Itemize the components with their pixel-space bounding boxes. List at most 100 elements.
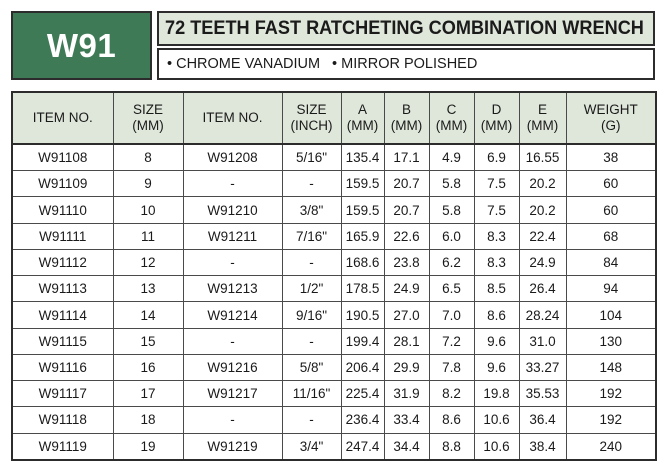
cell-dim-c: 6.2 [428, 248, 475, 277]
cell-dim-e: 16.55 [518, 143, 567, 172]
cell-dim-a: 206.4 [340, 353, 385, 382]
header-text: ITEM NO. [32, 110, 93, 125]
cell-size-mm: 17 [112, 380, 184, 408]
table-row: W91109 9- -159.5 20.7 5.8 7.5 20.2 60 [11, 170, 657, 198]
cell-dim-e: 26.4 [518, 275, 567, 303]
cell-size-mm: 11 [112, 222, 184, 250]
header-text: (MM) [526, 118, 559, 133]
cell-dim-e: 36.4 [518, 406, 567, 434]
cell-dim-a: 236.4 [340, 406, 385, 434]
cell-item-no: W91116 [11, 353, 114, 382]
table-row: W91108 8 W91208 5/16" 135.4 17.1 4.9 6.9 16.55 38 [11, 143, 657, 172]
header-dim-a: A (MM) [340, 91, 385, 145]
cell-dim-d: 9.6 [473, 327, 520, 355]
cell-dim-e: 35.53 [518, 380, 567, 408]
cell-size-mm: 14 [112, 301, 184, 329]
cell-dim-c: 6.0 [428, 222, 475, 250]
cell-dim-d: 7.5 [473, 196, 520, 224]
table-row: W91112 12- -168.6 23.8 6.2 8.3 24.9 84 [11, 248, 657, 277]
cell-dim-b: 23.8 [383, 248, 430, 277]
cell-size-inch: - [281, 170, 342, 198]
header-text: (MM) [132, 118, 164, 133]
cell-dim-c: 7.0 [428, 301, 475, 329]
cell-dim-a: 225.4 [340, 380, 385, 408]
cell-item-no: W91110 [11, 196, 114, 224]
cell-item-no: W91118 [11, 406, 114, 434]
cell-dim-a: 135.4 [340, 143, 385, 172]
cell-dim-b: 17.1 [383, 143, 430, 172]
cell-item-no-inch: W91219 [182, 432, 283, 461]
cell-weight: 60 [565, 196, 657, 224]
header-text: C [446, 102, 457, 117]
cell-size-mm: 15 [112, 327, 184, 355]
cell-dim-a: 168.6 [340, 248, 385, 277]
cell-dim-e: 38.4 [518, 432, 567, 461]
feature-chrome-vanadium: • CHROME VANADIUM [167, 56, 321, 72]
header-text: D [491, 102, 502, 117]
table-row: W91116 16 W91216 5/8" 206.4 29.9 7.8 9.6 33.27 14… [11, 353, 657, 382]
header-text: (MM) [480, 118, 513, 133]
cell-item-no: W91111 [11, 222, 114, 250]
header-text: (G) [601, 118, 621, 133]
cell-dim-b: 24.9 [383, 275, 430, 303]
cell-size-mm: 8 [112, 143, 184, 172]
cell-weight: 192 [565, 406, 657, 434]
cell-dim-a: 247.4 [340, 432, 385, 461]
table-row: W91119 19 W91219 3/4" 247.4 34.4 8.8 10.6 38.4 24… [11, 432, 657, 461]
cell-size-inch: 5/8" [281, 353, 342, 382]
cell-size-inch: 3/8" [281, 196, 342, 224]
cell-dim-c: 7.2 [428, 327, 475, 355]
cell-size-mm: 16 [112, 353, 184, 382]
feature-list: • CHROME VANADIUM • MIRROR POLISHED [157, 48, 655, 80]
cell-item-no-inch: - [182, 327, 283, 355]
cell-item-no-inch: W91211 [182, 222, 283, 250]
cell-item-no-inch: W91210 [182, 196, 283, 224]
cell-dim-b: 33.4 [383, 406, 430, 434]
cell-weight: 104 [565, 301, 657, 329]
cell-dim-e: 20.2 [518, 170, 567, 198]
header-size-mm: SIZE (MM) [112, 91, 184, 145]
cell-dim-d: 8.3 [473, 222, 520, 250]
table-row: W91117 17 W91217 11/16" 225.4 31.9 8.2 19.8 35.5… [11, 380, 657, 408]
cell-item-no: W91115 [11, 327, 114, 355]
cell-dim-a: 190.5 [340, 301, 385, 329]
cell-item-no-inch: W91216 [182, 353, 283, 382]
table-header-row: ITEM NO. SIZE (MM) ITEM NO. SIZE (INCH) A (MM) B… [11, 91, 657, 145]
product-code-box: W91 [11, 11, 152, 80]
header-item-no: ITEM NO. [11, 91, 114, 145]
table-row: W91115 15- -199.4 28.1 7.2 9.6 31.0 130 [11, 327, 657, 355]
cell-size-mm: 10 [112, 196, 184, 224]
cell-dim-d: 10.6 [473, 406, 520, 434]
table-row: W91114 14 W91214 9/16" 190.5 27.0 7.0 8.6 28.24 1… [11, 301, 657, 329]
cell-dim-a: 199.4 [340, 327, 385, 355]
cell-dim-d: 6.9 [473, 143, 520, 172]
cell-dim-c: 8.2 [428, 380, 475, 408]
header-size-inch: SIZE (INCH) [281, 91, 342, 145]
header-text: A [357, 102, 367, 117]
cell-weight: 240 [565, 432, 657, 461]
cell-size-inch: - [281, 406, 342, 434]
cell-dim-c: 5.8 [428, 196, 475, 224]
cell-dim-b: 22.6 [383, 222, 430, 250]
cell-size-inch: 11/16" [281, 380, 342, 408]
cell-item-no: W91119 [11, 432, 114, 461]
cell-dim-a: 165.9 [340, 222, 385, 250]
cell-weight: 130 [565, 327, 657, 355]
header-dim-b: B (MM) [383, 91, 430, 145]
cell-dim-a: 159.5 [340, 196, 385, 224]
header-text: SIZE [296, 102, 327, 117]
cell-dim-c: 6.5 [428, 275, 475, 303]
cell-dim-c: 4.9 [428, 143, 475, 172]
cell-dim-c: 8.8 [428, 432, 475, 461]
cell-item-no-inch: - [182, 170, 283, 198]
cell-size-mm: 9 [112, 170, 184, 198]
cell-dim-d: 8.5 [473, 275, 520, 303]
header-dim-d: D (MM) [473, 91, 520, 145]
table-row: W91111 11 W91211 7/16" 165.9 22.6 6.0 8.3 22.4 68 [11, 222, 657, 250]
cell-item-no: W91113 [11, 275, 114, 303]
header-text: (INCH) [290, 118, 333, 133]
cell-weight: 60 [565, 170, 657, 198]
cell-dim-a: 159.5 [340, 170, 385, 198]
cell-size-inch: 3/4" [281, 432, 342, 461]
cell-dim-e: 31.0 [518, 327, 567, 355]
